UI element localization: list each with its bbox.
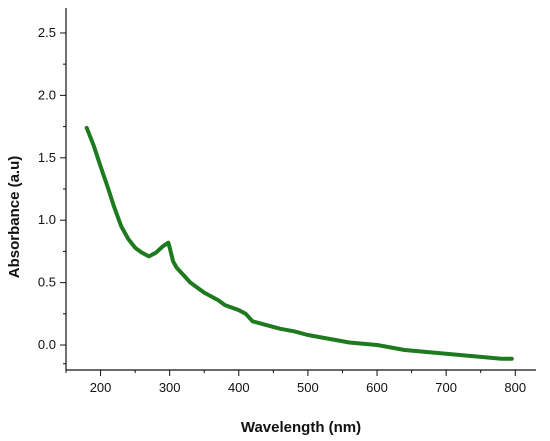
y-tick-label: 2.0 bbox=[38, 87, 56, 102]
x-axis-ticks: 200 300 400 500 600 700 800 bbox=[65, 370, 526, 395]
y-axis-ticks: 0.0 0.5 1.0 1.5 2.0 2.5 bbox=[38, 25, 66, 365]
x-tick-label: 400 bbox=[228, 380, 250, 395]
y-tick-label: 2.5 bbox=[38, 25, 56, 40]
x-tick-label: 800 bbox=[504, 380, 526, 395]
x-tick-label: 700 bbox=[435, 380, 457, 395]
x-tick-label: 300 bbox=[159, 380, 181, 395]
x-tick-label: 500 bbox=[297, 380, 319, 395]
x-axis-title: Wavelength (nm) bbox=[241, 419, 361, 436]
series-layer bbox=[84, 125, 514, 361]
x-tick-label: 200 bbox=[90, 380, 112, 395]
x-tick-label: 600 bbox=[366, 380, 388, 395]
y-tick-label: 1.0 bbox=[38, 212, 56, 227]
absorbance-series-line bbox=[84, 125, 514, 361]
y-tick-label: 1.5 bbox=[38, 150, 56, 165]
y-tick-label: 0.0 bbox=[38, 337, 56, 352]
y-axis-title: Absorbance (a.u) bbox=[6, 156, 23, 279]
y-tick-label: 0.5 bbox=[38, 275, 56, 290]
